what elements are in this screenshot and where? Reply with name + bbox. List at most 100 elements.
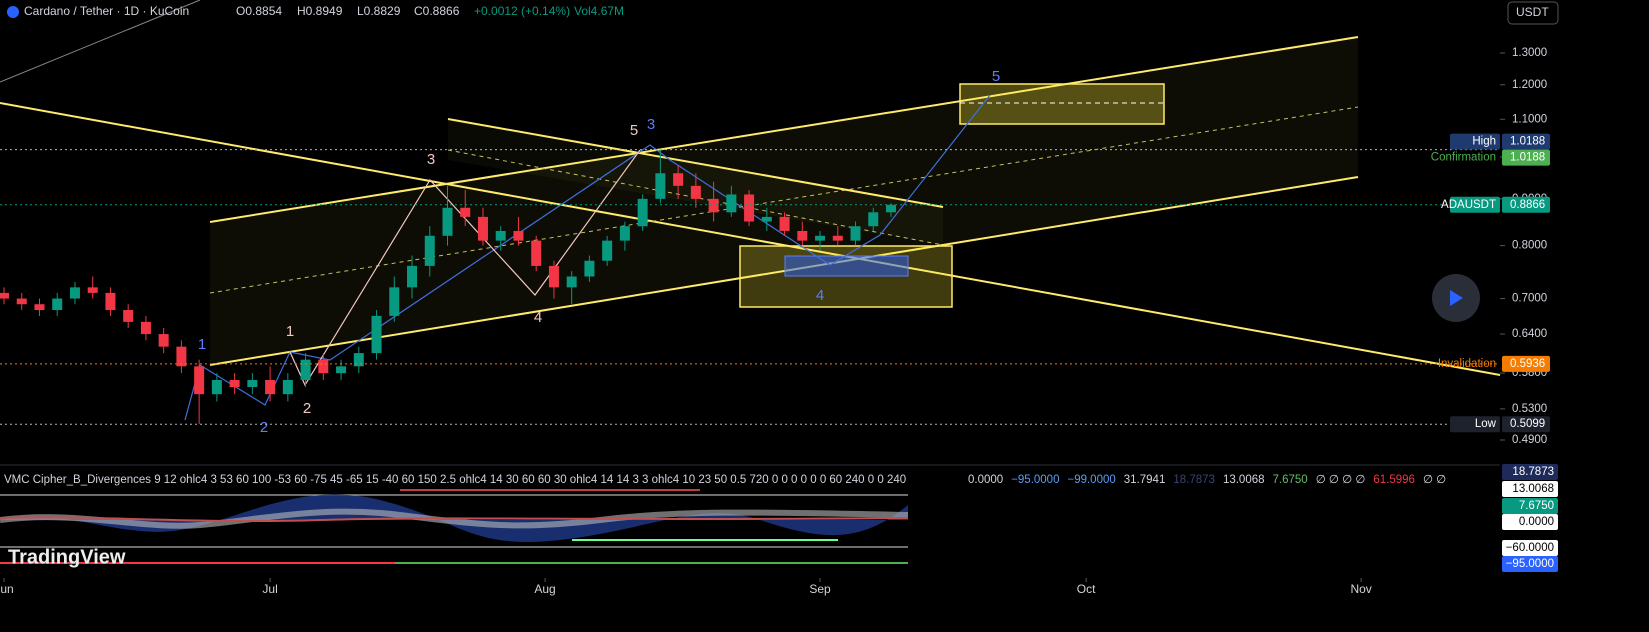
price-value: 0.5936 <box>1510 358 1545 370</box>
symbol: Cardano / Tether · 1D · KuCoin <box>24 4 189 18</box>
x-tick-label: Sep <box>809 582 831 596</box>
candle-body <box>531 240 542 266</box>
x-tick-label: Nov <box>1350 582 1371 596</box>
candle-body <box>655 173 666 199</box>
y-tick-label: 0.5300 <box>1512 403 1547 415</box>
candle-body <box>353 353 364 367</box>
candle-body <box>336 366 347 374</box>
candle-body <box>300 359 311 381</box>
y-tick-label: 1.1000 <box>1512 113 1547 125</box>
header: Cardano / Tether · 1D · KuCoin O0.8854 H… <box>7 1 1559 25</box>
wave-label: 2 <box>260 419 268 436</box>
candle-body <box>123 310 134 322</box>
candle-body <box>637 198 648 227</box>
candle-body <box>265 380 276 395</box>
candle-body <box>158 334 169 347</box>
candle-body <box>477 216 488 241</box>
candle-body <box>282 380 293 395</box>
candle-body <box>34 304 45 311</box>
candle-body <box>513 230 524 241</box>
candle-body <box>52 298 63 311</box>
price-box <box>1502 196 1550 213</box>
candle-body <box>176 346 187 367</box>
ohlc-close: C0.8866 <box>414 4 460 18</box>
candle-body <box>424 235 435 266</box>
indicator-axis-box <box>1502 464 1558 480</box>
price-name-box <box>1450 133 1500 150</box>
price-name: Low <box>1475 418 1497 430</box>
change: +0.0012 (+0.14%) <box>474 4 570 18</box>
wave-label: 1 <box>286 323 294 340</box>
candle-body <box>0 292 9 299</box>
volume: Vol4.67M <box>574 4 624 18</box>
price-box <box>1502 133 1550 150</box>
indicator-value: 0.0000 <box>968 474 1003 486</box>
candle-body <box>407 265 418 288</box>
candle-body <box>708 198 719 213</box>
candle-body <box>247 380 258 388</box>
indicator-value: ∅ ∅ <box>1423 474 1446 486</box>
x-tick-label: Aug <box>534 582 555 596</box>
x-tick-label: Jun <box>0 582 14 596</box>
candle-body <box>87 287 98 293</box>
candle-body <box>726 194 737 213</box>
wave-label: 5 <box>630 122 638 139</box>
indicator-value: −95.0000 <box>1011 474 1059 486</box>
wave-label: 2 <box>303 400 311 417</box>
indicator-axis-box <box>1502 556 1558 572</box>
wave-label: 4 <box>534 309 542 326</box>
candle-body <box>140 321 151 335</box>
brand: TradingView <box>8 546 126 568</box>
indicator-axis-value: 13.0068 <box>1512 483 1554 495</box>
price-value: 1.0188 <box>1510 152 1545 164</box>
indicator-axis-box <box>1502 514 1558 530</box>
price-box <box>1502 355 1550 372</box>
indicator-value: 18.7873 <box>1173 474 1215 486</box>
candle-body <box>744 194 755 222</box>
candle-body <box>16 298 27 305</box>
indicator-axis-value: −95.0000 <box>1506 558 1554 570</box>
price-box <box>1502 149 1550 166</box>
currency[interactable]: USDT <box>1516 5 1549 19</box>
currency-button[interactable] <box>1507 1 1559 25</box>
symbol-icon <box>7 6 19 18</box>
x-tick-label: Jul <box>262 582 277 596</box>
candle-body <box>584 260 595 277</box>
wave-label: 3 <box>647 116 655 133</box>
price-value: 0.5099 <box>1510 418 1545 430</box>
price-name: Confirmation <box>1431 152 1496 164</box>
candle-body <box>229 380 240 388</box>
candle-body <box>602 240 613 261</box>
indicator-pane: VMC Cipher_B_Divergences 9 12 ohlc4 3 53… <box>0 274 1500 568</box>
price-name: Invalidation <box>1438 358 1496 370</box>
candle-body <box>105 292 116 311</box>
price-name: ADAUSDT <box>1441 199 1496 211</box>
candle-body <box>211 380 222 395</box>
candle-body <box>868 212 879 227</box>
candle-body <box>69 287 80 299</box>
indicator-value: 31.7941 <box>1124 474 1166 486</box>
candle-body <box>318 359 329 374</box>
price-name: High <box>1472 136 1496 148</box>
wave-label: 4 <box>816 287 824 304</box>
price-name-box <box>1450 416 1500 433</box>
indicator-value: 7.6750 <box>1273 474 1308 486</box>
y-tick-label: 0.4900 <box>1512 434 1547 446</box>
play-icon[interactable] <box>1450 290 1463 306</box>
candle-body <box>389 287 400 316</box>
wave-label: 5 <box>992 68 1000 85</box>
indicator-axis-value: 0.0000 <box>1519 516 1554 528</box>
wave-label: 3 <box>427 151 435 168</box>
wave-label: 1 <box>198 336 206 353</box>
candle-body <box>815 235 826 241</box>
ohlc-high: H0.8949 <box>297 4 343 18</box>
indicator-axis-box <box>1502 540 1558 556</box>
candle-body <box>495 230 506 241</box>
y-tick-label: 0.8000 <box>1512 240 1547 252</box>
candle-body <box>548 265 559 288</box>
candle-body <box>850 226 861 241</box>
indicator-axis-value: −60.0000 <box>1506 542 1554 554</box>
candle-body <box>832 235 843 241</box>
candle-body <box>673 173 684 186</box>
